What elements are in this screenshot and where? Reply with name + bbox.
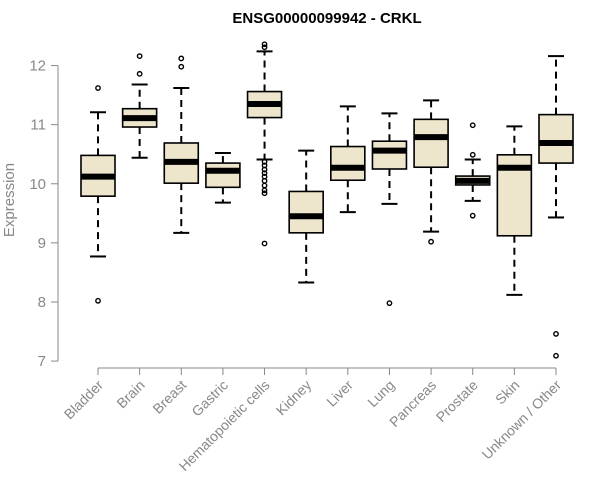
outlier-point (261, 182, 268, 189)
x-tick-label: Unknown / Other (479, 377, 565, 463)
outlier-point (428, 238, 434, 245)
box-brain (121, 53, 158, 159)
outlier-point (136, 70, 143, 77)
outlier-point (261, 187, 268, 194)
y-axis-label: Expression (1, 163, 18, 237)
iqr-box (330, 145, 366, 182)
outlier-point (386, 300, 393, 307)
iqr-box (288, 190, 324, 234)
y-tick-label: 8 (38, 294, 46, 311)
box-lung (371, 112, 408, 307)
outlier-point (261, 162, 268, 169)
x-tick-label: Liver (323, 377, 356, 410)
box-liver (330, 105, 366, 214)
x-tick-label: Prostate (433, 377, 481, 425)
outlier-point (469, 212, 476, 219)
box-skin (496, 125, 533, 296)
iqr-box (205, 162, 241, 189)
x-tick-label: Skin (492, 377, 523, 408)
outlier-point (95, 297, 101, 304)
y-tick-label: 10 (29, 176, 46, 193)
outlier-point (261, 190, 268, 197)
x-tick-label: Brain (113, 377, 147, 411)
y-tick-label: 11 (30, 117, 46, 134)
box-unknown-other (538, 55, 574, 359)
x-tick-label: Kidney (273, 377, 315, 419)
x-tick-label: Bladder (61, 377, 107, 423)
box-pancreas (413, 99, 449, 245)
y-tick-label: 7 (38, 353, 46, 370)
outlier-point (261, 240, 268, 247)
outlier-point (553, 330, 559, 337)
y-tick-label: 9 (38, 235, 46, 252)
box-kidney (288, 149, 324, 284)
outlier-point (261, 44, 268, 51)
y-axis: 7 8 9 10 11 12 (29, 58, 59, 370)
iqr-box (413, 118, 449, 169)
outlier-point (178, 63, 185, 70)
iqr-box (538, 113, 574, 164)
outlier-point (469, 151, 476, 158)
x-tick-label: Breast (149, 377, 189, 417)
box-bladder (80, 85, 116, 304)
outlier-point (136, 53, 143, 59)
y-tick-label: 12 (29, 58, 46, 75)
outlier-point (261, 41, 268, 48)
chart-title: ENSG00000099942 - CRKL (232, 10, 421, 27)
outlier-point (553, 352, 559, 359)
outlier-point (261, 173, 268, 180)
x-tick-label: Lung (364, 377, 397, 410)
iqr-box (371, 140, 408, 170)
outlier-point (95, 85, 101, 91)
boxes-group (80, 41, 574, 359)
outlier-point (261, 158, 268, 165)
outlier-point (178, 55, 185, 62)
box-hematopoietic-cells (246, 41, 283, 247)
box-prostate (454, 122, 491, 219)
outlier-point (261, 170, 268, 177)
box-breast (163, 55, 200, 234)
box-gastric (205, 152, 241, 204)
outlier-point (469, 122, 476, 129)
